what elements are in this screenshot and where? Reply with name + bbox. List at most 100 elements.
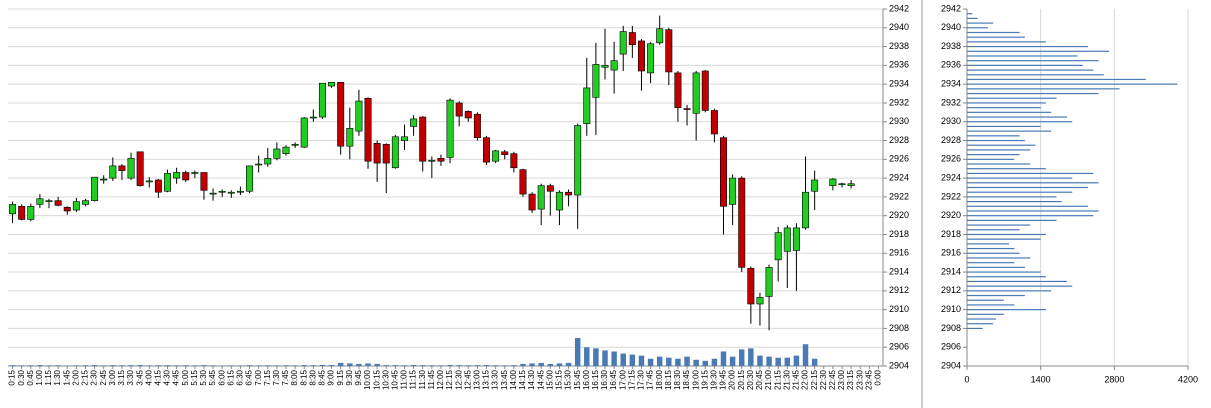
x-tick-label: 13:15 [482,369,491,390]
candle-body [847,183,855,186]
profile-bar [967,243,1010,245]
volume-bar [656,356,663,366]
volume-bar [119,365,125,366]
profile-bar [967,17,978,19]
y-tick-label: 2942 [941,3,961,13]
x-tick-label: 12:00 [436,369,445,390]
candle-body [218,190,226,193]
x-tick-label: 16:15 [591,369,600,390]
x-tick-label: 4:15 [154,369,163,385]
y-tick-label: 2936 [941,60,961,70]
x-tick-label: 15:15 [555,369,564,390]
volume-bar [274,365,280,366]
candle-body [54,200,62,206]
x-tick-label: 21:45 [792,369,801,390]
x-tick-label: 22:30 [819,369,828,390]
candle-body [318,82,326,118]
volume-bar [337,362,344,366]
x-tick-label: 6:45 [245,369,254,385]
volume-bar [28,365,34,366]
profile-bar [967,247,1015,250]
profile-bar [967,191,1073,193]
volume-bar [748,348,754,366]
volume-bar [237,365,244,366]
candle-body [665,29,673,73]
candle-body [81,200,89,205]
profile-bar [967,13,973,15]
volume-bar [620,353,626,366]
x-tick-label: 15:45 [573,369,582,390]
volume-bar [183,365,189,366]
profile-bar [967,45,1089,48]
profile-bar [967,186,1089,189]
volume-bar [474,365,481,366]
profile-bar [967,64,1083,66]
candle-body [428,159,436,162]
candle-body [391,136,399,169]
volume-bar [447,365,453,366]
x-tick-label: 9:45 [354,369,363,385]
profile-bar [967,299,1004,301]
x-tick-label: 1400 [1031,374,1051,384]
volume-bar [757,355,763,366]
volume-bar [711,358,718,366]
x-tick-label: 11:15 [409,369,418,389]
x-tick-label: 8:30 [308,369,317,385]
candle-body [674,72,682,108]
candle-body [36,198,44,205]
volume-bar [492,365,499,366]
volume-bar [556,363,563,366]
y-tick-label: 2940 [889,22,909,32]
volume-bar [110,365,116,366]
x-tick-label: 8:00 [290,369,299,385]
volume-bar [73,365,80,366]
volume-bar [164,365,171,366]
profile-bar [967,60,1099,62]
candle-body [182,172,190,181]
y-tick-label: 2936 [889,60,909,70]
candle-body [264,158,272,165]
candle-body [63,206,71,212]
profile-bar [967,83,1178,85]
x-tick-label: 11:45 [427,369,436,389]
profile-bar [967,172,1094,175]
y-tick-label: 2932 [941,97,961,107]
candle-body [154,179,162,193]
volume-bar [511,365,517,366]
x-tick-label: 7:15 [263,369,272,385]
candle-body [446,99,454,158]
x-tick-label: 5:00 [181,369,190,385]
x-tick-label: 21:00 [764,369,773,390]
candle-body [382,143,390,164]
y-tick-label: 2912 [941,285,961,295]
y-tick-label: 2910 [941,304,961,314]
volume-bar [766,356,772,366]
volume-bar [538,362,544,366]
candle-body [647,43,655,74]
x-tick-label: 21:30 [782,369,791,390]
candle-body [546,185,554,192]
volume-bar [465,365,472,366]
y-tick-label: 2916 [941,248,961,258]
candle-body [9,204,17,215]
x-tick-label: 17:45 [646,369,655,390]
volume-bar [811,358,818,366]
volume-bar [9,365,16,366]
candle-body [756,297,764,305]
x-tick-label: 19:45 [719,369,728,390]
volume-bar [584,347,590,366]
y-tick-label: 2924 [941,172,961,182]
volume-bar [629,354,636,366]
candle-body [400,136,408,141]
candle-body [729,177,737,205]
y-tick-label: 2932 [889,97,909,107]
profile-bar [967,144,1036,146]
x-tick-label: 18:15 [664,369,673,390]
candle-body [282,146,290,154]
x-tick-label: 5:15 [190,369,199,385]
x-tick-label: 22:00 [801,369,810,390]
candle-body [656,28,664,44]
y-tick-label: 2904 [941,360,961,370]
volume-bar [310,365,317,366]
x-tick-label: 19:30 [709,369,718,390]
